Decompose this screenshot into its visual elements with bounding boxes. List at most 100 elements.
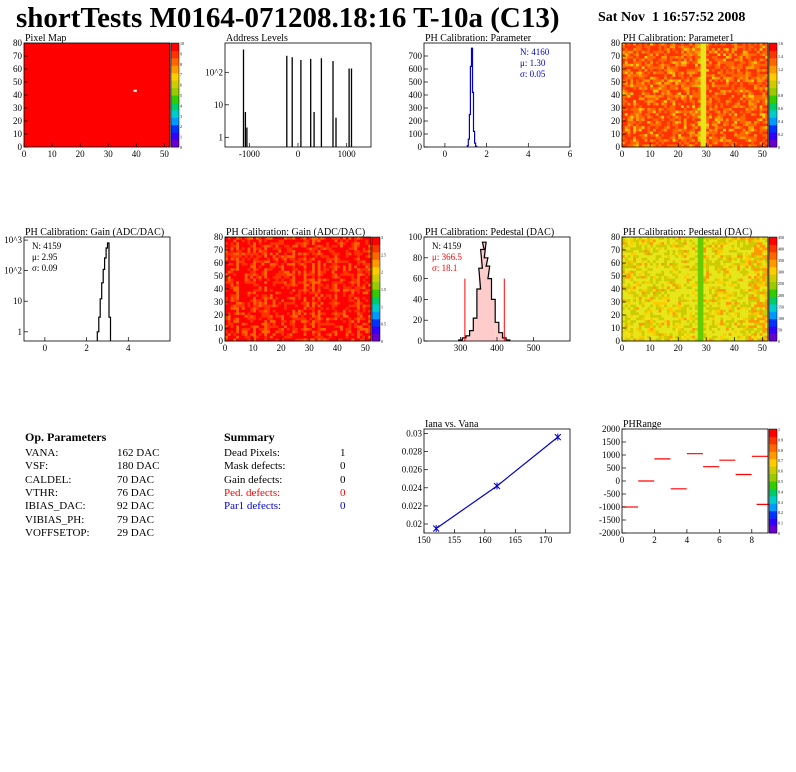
map-cell (678, 113, 682, 117)
map-cell (697, 100, 701, 104)
map-cell (269, 322, 274, 326)
map-cell (286, 239, 290, 243)
map-cell (765, 92, 769, 96)
map-cell (633, 268, 637, 272)
map-cell (342, 252, 347, 256)
map-cell (337, 278, 341, 282)
map-cell (692, 123, 696, 127)
map-cell (323, 257, 327, 261)
map-cell (720, 71, 724, 75)
map-cell (258, 286, 262, 290)
map-cell (723, 50, 727, 54)
map-cell (233, 333, 237, 337)
map-cell (633, 328, 637, 331)
map-cell (250, 309, 254, 313)
map-cell (664, 139, 668, 143)
map-cell (633, 302, 637, 305)
map-cell (641, 330, 645, 334)
map-cell (689, 128, 693, 132)
colorbar-tick: 0.2 (778, 132, 783, 137)
map-cell (650, 95, 654, 98)
map-cell (709, 115, 713, 119)
map-cell (754, 123, 758, 127)
map-cell (292, 237, 296, 240)
map-cell (700, 74, 704, 78)
map-cell (258, 252, 262, 256)
map-cell (658, 139, 662, 143)
map-cell (756, 131, 760, 135)
map-cell (331, 265, 335, 269)
map-cell (306, 270, 310, 274)
map-cell (633, 307, 637, 311)
map-cell (759, 45, 763, 49)
map-cell (711, 139, 715, 143)
map-cell (306, 304, 310, 308)
map-cell (247, 322, 251, 326)
colorbar-tick: 1 (381, 304, 383, 309)
map-cell (644, 79, 648, 83)
map-cell (692, 66, 696, 70)
map-cell (683, 131, 687, 135)
map-cell (695, 76, 699, 80)
map-cell (689, 113, 693, 117)
map-cell (331, 250, 335, 253)
map-cell (641, 278, 645, 282)
map-cell (669, 123, 673, 127)
map-cell (241, 322, 245, 326)
map-cell (622, 299, 626, 303)
map-cell (272, 281, 276, 285)
map-cell (655, 268, 659, 272)
map-cell (647, 63, 651, 67)
map-cell (627, 315, 631, 318)
map-cell (650, 244, 654, 248)
map-cell (284, 250, 288, 253)
map-cell (357, 333, 361, 337)
map-cell (258, 317, 262, 321)
map-cell (269, 296, 274, 300)
map-cell (728, 110, 732, 114)
map-cell (644, 95, 648, 98)
map-cell (300, 328, 304, 331)
map-cell (644, 50, 648, 54)
map-cell (345, 270, 349, 274)
map-cell (745, 95, 749, 98)
map-cell (230, 237, 234, 240)
map-cell (765, 139, 769, 143)
map-cell (658, 87, 662, 91)
map-cell (655, 304, 659, 308)
map-cell (666, 113, 671, 117)
map-cell (326, 257, 330, 261)
map-cell (664, 66, 668, 70)
map-cell (647, 338, 651, 342)
map-cell (292, 268, 296, 272)
map-cell (328, 294, 333, 298)
map-cell (636, 255, 640, 259)
map-cell (359, 317, 363, 321)
map-cell (759, 100, 763, 104)
map-cell (624, 257, 628, 261)
map-cell (661, 128, 665, 132)
map-cell (261, 333, 265, 337)
map-cell (624, 252, 628, 256)
map-cell (630, 338, 634, 342)
map-cell (683, 110, 687, 114)
map-cell (650, 276, 654, 279)
map-cell (714, 48, 718, 52)
colorbar-cell (372, 251, 380, 260)
map-cell (638, 123, 642, 127)
map-cell (720, 53, 724, 57)
map-cell (298, 320, 302, 324)
map-cell (368, 247, 372, 251)
map-cell (686, 43, 690, 46)
map-cell (641, 322, 645, 326)
map-cell (289, 242, 293, 246)
map-cell (261, 289, 265, 292)
map-cell (706, 48, 710, 52)
map-cell (644, 76, 648, 80)
map-cell (627, 84, 631, 88)
map-cell (692, 105, 696, 109)
map-cell (292, 239, 296, 243)
map-cell (337, 307, 341, 311)
map-cell (624, 281, 628, 285)
map-cell (650, 126, 654, 130)
